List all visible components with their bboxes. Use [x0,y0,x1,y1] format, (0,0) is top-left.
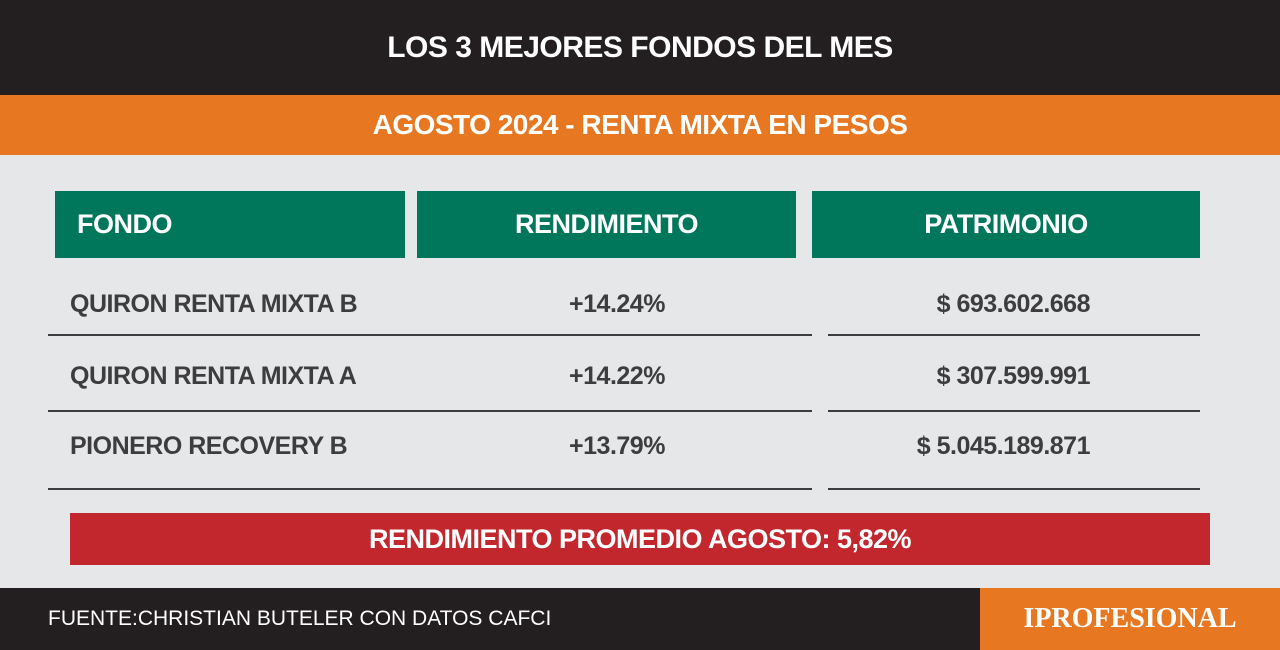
row-divider [48,334,812,336]
return: +14.24% [569,289,665,318]
summary: RENDIMIENTO PROMEDIO AGOSTO: 5,82% [70,513,1210,565]
title: LOS 3 MEJORES FONDOS DEL MES [0,0,1280,95]
column-header: FONDO [55,191,405,258]
row-divider [48,410,812,412]
fund-name: QUIRON RENTA MIXTA B [70,289,358,318]
subtitle: AGOSTO 2024 - RENTA MIXTA EN PESOS [0,95,1280,155]
return: +14.22% [569,361,665,390]
fund-name: PIONERO RECOVERY B [70,431,348,460]
return: +13.79% [569,431,665,460]
row-divider [48,488,812,490]
source: FUENTE:CHRISTIAN BUTELER CON DATOS CAFCI [48,607,552,630]
row-divider [828,334,1200,336]
assets: $ 693.602.668 [936,289,1091,318]
row-divider [828,410,1200,412]
column-header: PATRIMONIO [812,191,1200,258]
row-divider [828,488,1200,490]
brand-logo: IPROFESIONAL [980,588,1280,650]
assets: $ 5.045.189.871 [916,431,1091,460]
fund-name: QUIRON RENTA MIXTA A [70,361,357,390]
assets: $ 307.599.991 [936,361,1091,390]
column-header: RENDIMIENTO [417,191,796,258]
